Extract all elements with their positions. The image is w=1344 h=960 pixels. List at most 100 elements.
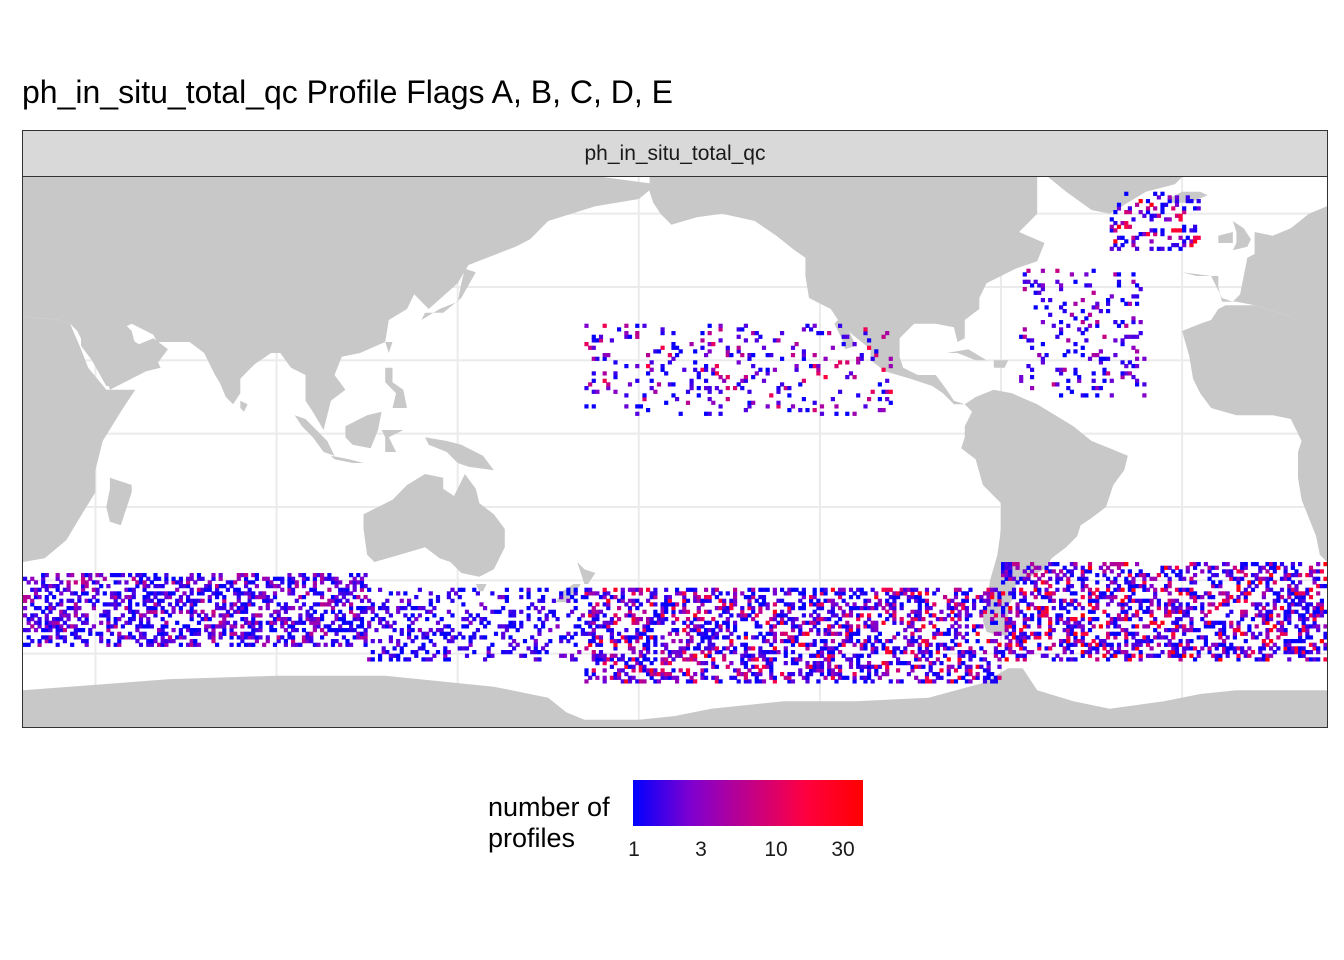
profile-cell	[649, 602, 654, 607]
profile-cell	[359, 620, 365, 625]
profile-cell	[801, 349, 806, 354]
profile-cell	[178, 580, 183, 585]
profile-cell	[1048, 635, 1053, 640]
profile-cell	[1316, 606, 1321, 611]
profile-cell	[1062, 309, 1067, 314]
profile-cell	[178, 631, 183, 636]
profile-cell	[1033, 580, 1038, 585]
profile-cell	[229, 602, 234, 607]
profile-cell	[1222, 602, 1227, 607]
profile-cell	[157, 591, 162, 596]
profile-cell	[157, 598, 162, 603]
profile-cell	[370, 657, 375, 662]
profile-cell	[1008, 609, 1013, 614]
profile-cell	[479, 635, 484, 640]
profile-cell	[754, 331, 759, 336]
profile-cell	[1240, 650, 1245, 655]
profile-cell	[1030, 650, 1035, 655]
profile-cell	[790, 635, 796, 640]
profile-cell	[215, 584, 220, 589]
profile-cell	[1222, 642, 1227, 647]
profile-cell	[1135, 202, 1140, 207]
profile-cell	[725, 375, 730, 380]
profile-cell	[1261, 646, 1266, 651]
profile-cell	[910, 668, 915, 673]
profile-cell	[1243, 573, 1248, 578]
profile-cell	[381, 606, 386, 611]
profile-cell	[345, 591, 350, 596]
profile-cell	[867, 617, 872, 622]
profile-cell	[99, 635, 104, 640]
profile-cell	[356, 595, 361, 600]
profile-cell	[823, 591, 828, 596]
profile-cell	[638, 635, 643, 640]
profile-cell	[1250, 587, 1256, 592]
profile-cell	[1127, 617, 1132, 622]
profile-cell	[917, 679, 922, 684]
profile-cell	[106, 639, 111, 644]
profile-cell	[805, 323, 810, 328]
profile-cell	[1135, 573, 1140, 578]
profile-cell	[1290, 639, 1295, 644]
profile-cell	[928, 679, 933, 684]
profile-cell	[1178, 639, 1183, 644]
profile-cell	[1200, 617, 1205, 622]
profile-cell	[189, 631, 194, 636]
profile-cell	[765, 353, 770, 358]
profile-cell	[816, 650, 821, 655]
profile-cell	[819, 411, 825, 416]
profile-cell	[957, 609, 962, 614]
profile-cell	[186, 584, 191, 589]
profile-cell	[953, 679, 959, 684]
profile-cell	[1207, 646, 1212, 651]
profile-cell	[870, 624, 875, 629]
profile-cell	[646, 628, 651, 633]
profile-cell	[272, 584, 278, 589]
profile-cell	[200, 609, 205, 614]
profile-cell	[1109, 224, 1114, 229]
profile-cell	[1044, 580, 1049, 585]
profile-cell	[240, 631, 245, 636]
profile-cell	[1214, 657, 1219, 662]
profile-cell	[483, 617, 488, 622]
profile-cell	[48, 620, 53, 625]
profile-cell	[533, 646, 538, 651]
profile-cell	[1178, 573, 1183, 578]
profile-cell	[595, 617, 600, 622]
profile-cell	[77, 635, 82, 640]
profile-cell	[1066, 631, 1071, 636]
profile-cell	[751, 635, 756, 640]
profile-cell	[1095, 386, 1100, 391]
profile-cell	[149, 639, 154, 644]
profile-cell	[367, 657, 372, 662]
profile-cell	[617, 598, 622, 603]
profile-cell	[113, 620, 118, 625]
profile-cell	[1156, 624, 1161, 629]
profile-cell	[711, 664, 716, 669]
profile-cell	[997, 675, 1002, 680]
profile-cell	[725, 646, 730, 651]
profile-cell	[359, 631, 365, 636]
profile-cell	[765, 404, 770, 409]
profile-cell	[537, 628, 542, 633]
profile-cell	[251, 620, 256, 625]
profile-cell	[1138, 584, 1143, 589]
profile-cell	[979, 646, 984, 651]
profile-cell	[301, 576, 307, 581]
profile-cell	[1004, 569, 1009, 574]
profile-cell	[276, 576, 281, 581]
profile-cell	[1319, 602, 1324, 607]
profile-cell	[186, 598, 191, 603]
profile-cell	[816, 617, 821, 622]
profile-cell	[131, 613, 136, 618]
profile-cell	[178, 628, 183, 633]
profile-cell	[1124, 224, 1129, 229]
profile-cell	[714, 620, 719, 625]
profile-cell	[881, 661, 886, 666]
profile-cell	[204, 617, 209, 622]
profile-cell	[696, 646, 701, 651]
profile-cell	[747, 613, 752, 618]
profile-cell	[327, 573, 332, 578]
profile-cell	[84, 584, 89, 589]
profile-cell	[153, 584, 158, 589]
